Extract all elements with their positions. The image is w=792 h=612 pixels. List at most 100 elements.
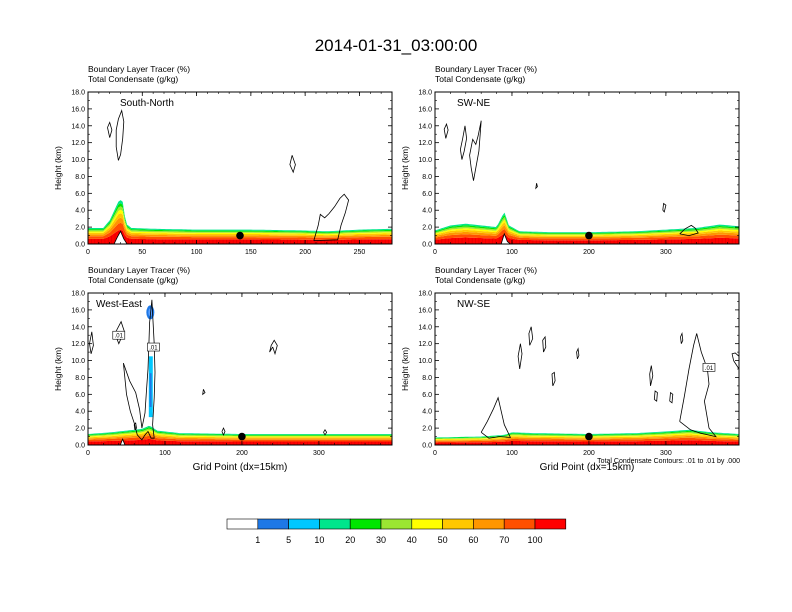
condensate-contour — [107, 121, 113, 138]
y-tick-label: 16.0 — [418, 307, 432, 314]
y-tick-label: 2.0 — [422, 426, 432, 433]
y-tick-label: 0.0 — [75, 443, 85, 450]
panel-sw-ne: 0.0 2.0 4.0 6.0 8.0 10.0 12.0 14.0 16.0 18.0 0 100 2… — [400, 64, 740, 256]
condensate-contour — [115, 109, 125, 161]
y-tick-label: 14.0 — [71, 324, 85, 331]
condensate-contour — [269, 339, 278, 356]
x-tick-label: 0 — [433, 450, 437, 457]
y-tick-label: 4.0 — [422, 409, 432, 416]
y-tick-label: 2.0 — [422, 225, 432, 232]
contour-label-box — [702, 363, 716, 372]
tracer-band-3 — [88, 433, 392, 440]
location-marker — [238, 432, 246, 441]
y-tick-label: 6.0 — [422, 392, 432, 399]
contour-label: .01 — [702, 363, 716, 372]
y-tick-label: 4.0 — [75, 208, 85, 215]
y-tick-label: 10.0 — [71, 358, 85, 365]
y-tick-label: 4.0 — [75, 409, 85, 416]
terrain-line — [88, 437, 392, 445]
y-axis-label: Height (km) — [400, 146, 410, 190]
colorbar-label: 60 — [468, 535, 478, 545]
condensate-contour — [680, 331, 684, 344]
colorbar-swatch — [349, 518, 382, 530]
y-tick-label: 8.0 — [422, 174, 432, 181]
y-tick-label: 0.0 — [75, 242, 85, 249]
x-tick-label: 0 — [86, 249, 90, 256]
condensate-contour — [480, 396, 512, 439]
contour-label-text: .01 — [115, 334, 124, 340]
y-tick-label: 14.0 — [71, 123, 85, 130]
y-tick-label: 18.0 — [418, 291, 432, 298]
y-tick-label: 18.0 — [71, 90, 85, 97]
y-tick-label: 6.0 — [75, 191, 85, 198]
tracer-band-8 — [435, 429, 739, 438]
tracer-plume-inner — [149, 373, 152, 407]
terrain-line — [435, 232, 739, 244]
location-marker — [585, 432, 593, 441]
tracer-band-4 — [88, 213, 392, 237]
panel-subtitle-tracer: Boundary Layer Tracer (%) — [435, 64, 537, 74]
panel-subtitle-condensate: Total Condensate (g/kg) — [88, 74, 178, 84]
x-tick-label: 300 — [313, 450, 325, 457]
y-tick-label: 14.0 — [418, 123, 432, 130]
y-tick-label: 4.0 — [422, 208, 432, 215]
condensate-contour — [123, 299, 156, 441]
condensate-contour — [517, 343, 523, 370]
y-axis-label: Height (km) — [53, 347, 63, 391]
terrain — [88, 231, 392, 244]
x-tick-label: 100 — [506, 450, 518, 457]
colorbar-swatch — [473, 518, 505, 530]
y-tick-label: 16.0 — [418, 106, 432, 113]
panel-subtitle-condensate: Total Condensate (g/kg) — [435, 275, 525, 285]
x-tick-label: 50 — [138, 249, 146, 256]
cross-section-label: South-North — [120, 98, 174, 109]
x-tick-label: 250 — [354, 249, 366, 256]
condensate-contour — [542, 335, 547, 353]
plot-frame — [434, 91, 740, 245]
y-tick-label: 12.0 — [418, 140, 432, 147]
panel-subtitle-tracer: Boundary Layer Tracer (%) — [88, 64, 190, 74]
colorbar-label: 1 — [255, 535, 260, 545]
plot-frame — [87, 91, 393, 245]
y-tick-label: 16.0 — [71, 106, 85, 113]
condensate-contour — [221, 427, 226, 436]
colorbar-label: 50 — [438, 535, 448, 545]
panel-subtitle-condensate: Total Condensate (g/kg) — [435, 74, 525, 84]
y-tick-label: 2.0 — [75, 426, 85, 433]
tracer-band-7 — [435, 430, 739, 439]
condensate-contour — [469, 120, 482, 181]
tracer-band-1 — [435, 233, 739, 244]
colorbar-swatch — [442, 518, 474, 530]
tracer-band-5 — [435, 219, 739, 236]
colorbar-label: 70 — [499, 535, 509, 545]
tracer-band-3 — [88, 217, 392, 238]
tracer-field: .01 .01 — [88, 299, 392, 445]
tracer-band-2 — [88, 435, 392, 442]
y-tick-label: 18.0 — [71, 291, 85, 298]
condensate-contour — [649, 365, 654, 386]
contour-label-box — [147, 342, 160, 352]
x-tick-label: 100 — [159, 450, 171, 457]
tracer-field — [435, 120, 739, 244]
cross-section-label: NW-SE — [457, 299, 490, 310]
y-tick-label: 12.0 — [418, 341, 432, 348]
y-tick-label: 18.0 — [418, 90, 432, 97]
location-marker — [585, 231, 593, 240]
y-tick-label: 6.0 — [422, 191, 432, 198]
y-tick-label: 12.0 — [71, 140, 85, 147]
colorbar-swatch — [503, 518, 536, 530]
y-tick-label: 14.0 — [418, 324, 432, 331]
terrain-line — [88, 230, 392, 244]
condensate-contour — [313, 193, 350, 241]
panel-subtitle-tracer: Boundary Layer Tracer (%) — [88, 265, 190, 275]
condensate-contour — [669, 391, 674, 404]
x-tick-label: 150 — [245, 249, 257, 256]
colorbar-swatch — [288, 518, 320, 530]
y-tick-label: 8.0 — [75, 174, 85, 181]
x-tick-label: 200 — [583, 249, 595, 256]
condensate-contour — [535, 183, 538, 190]
colorbar-swatch — [319, 518, 351, 530]
condensate-contour — [551, 371, 556, 387]
y-tick-label: 16.0 — [71, 307, 85, 314]
